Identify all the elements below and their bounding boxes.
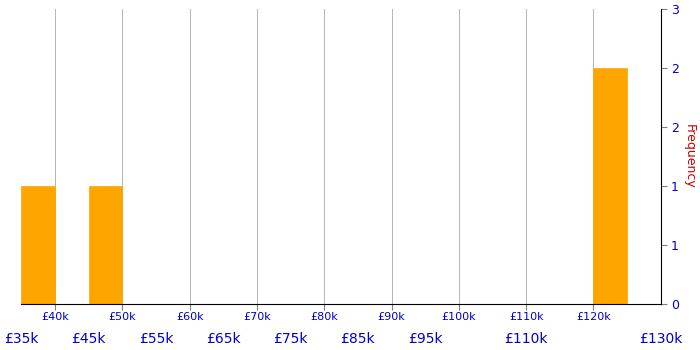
Bar xyxy=(89,186,122,304)
Bar xyxy=(22,186,55,304)
Y-axis label: Frequency: Frequency xyxy=(682,124,696,189)
Bar xyxy=(594,68,627,304)
